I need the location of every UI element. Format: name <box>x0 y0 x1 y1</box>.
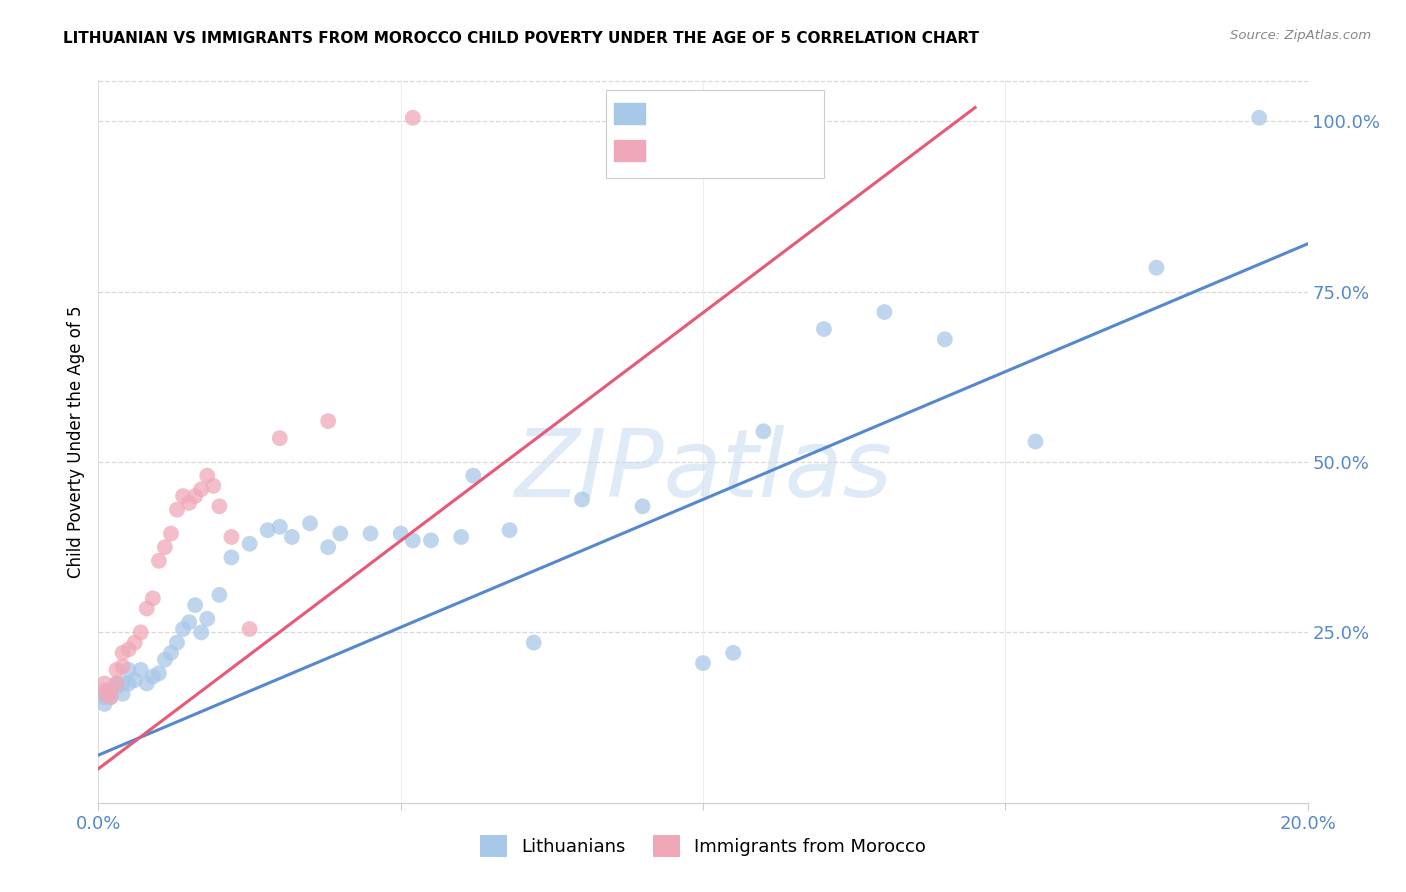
Point <box>153 653 176 667</box>
Point <box>195 468 218 483</box>
Point <box>873 305 896 319</box>
Point <box>105 676 128 690</box>
Text: R =: R = <box>654 101 693 119</box>
Point <box>129 663 152 677</box>
Point <box>571 492 593 507</box>
Point <box>111 646 134 660</box>
Point <box>1024 434 1046 449</box>
Point <box>172 489 194 503</box>
Text: 29: 29 <box>776 138 801 156</box>
Legend: Lithuanians, Immigrants from Morocco: Lithuanians, Immigrants from Morocco <box>471 826 935 866</box>
Point <box>329 526 352 541</box>
Point <box>118 642 141 657</box>
Point <box>160 646 183 660</box>
Point <box>523 635 546 649</box>
Point <box>135 676 157 690</box>
Point <box>256 523 278 537</box>
Point <box>100 690 122 705</box>
Point <box>93 697 115 711</box>
Y-axis label: Child Poverty Under the Age of 5: Child Poverty Under the Age of 5 <box>66 305 84 578</box>
Point <box>360 526 382 541</box>
Point <box>135 601 157 615</box>
Point <box>153 540 176 554</box>
Point <box>111 676 134 690</box>
Point <box>934 332 956 346</box>
Point <box>1249 111 1271 125</box>
Point <box>100 683 122 698</box>
Point <box>118 676 141 690</box>
Point <box>179 496 201 510</box>
Text: 52: 52 <box>776 101 801 119</box>
Point <box>631 500 654 514</box>
Point <box>239 622 262 636</box>
Point <box>692 656 714 670</box>
Text: Source: ZipAtlas.com: Source: ZipAtlas.com <box>1230 29 1371 42</box>
Point <box>1144 260 1167 275</box>
Point <box>105 680 128 694</box>
Point <box>202 479 225 493</box>
Point <box>281 530 304 544</box>
Point <box>142 591 165 606</box>
Point <box>269 520 291 534</box>
Point <box>105 676 128 690</box>
Point <box>105 663 128 677</box>
Point <box>450 530 472 544</box>
Point <box>184 598 207 612</box>
Point <box>221 530 243 544</box>
Point <box>402 533 425 548</box>
Point <box>166 502 188 516</box>
Point <box>118 663 141 677</box>
Text: N =: N = <box>734 138 786 156</box>
Point <box>100 690 122 705</box>
Point <box>172 622 194 636</box>
Point <box>208 500 231 514</box>
Point <box>463 468 485 483</box>
Point <box>190 482 212 496</box>
Text: 0.707: 0.707 <box>693 138 749 156</box>
Point <box>166 635 188 649</box>
Text: R =: R = <box>654 138 693 156</box>
Point <box>723 646 745 660</box>
Point <box>316 540 339 554</box>
Point <box>402 111 425 125</box>
Point <box>160 526 183 541</box>
Point <box>195 612 218 626</box>
Point <box>111 687 134 701</box>
Point <box>299 516 322 531</box>
Point <box>221 550 243 565</box>
Point <box>239 537 262 551</box>
Point <box>179 615 201 630</box>
Point <box>124 635 146 649</box>
Text: 0.611: 0.611 <box>693 101 749 119</box>
Point <box>184 489 207 503</box>
Point <box>100 687 122 701</box>
Point <box>93 676 115 690</box>
Point <box>142 670 165 684</box>
Text: N =: N = <box>734 101 786 119</box>
Point <box>93 687 115 701</box>
Point <box>148 554 170 568</box>
Point <box>190 625 212 640</box>
Point <box>316 414 339 428</box>
Point <box>389 526 412 541</box>
Point <box>208 588 231 602</box>
Point <box>93 690 115 705</box>
Point <box>498 523 520 537</box>
Point <box>129 625 152 640</box>
Text: ZIPatlas: ZIPatlas <box>515 425 891 516</box>
Point <box>420 533 443 548</box>
Point <box>93 683 115 698</box>
Text: LITHUANIAN VS IMMIGRANTS FROM MOROCCO CHILD POVERTY UNDER THE AGE OF 5 CORRELATI: LITHUANIAN VS IMMIGRANTS FROM MOROCCO CH… <box>63 31 979 46</box>
Point <box>148 666 170 681</box>
Point <box>269 431 291 445</box>
Point <box>813 322 835 336</box>
Point <box>111 659 134 673</box>
Point <box>752 425 775 439</box>
Point <box>124 673 146 687</box>
